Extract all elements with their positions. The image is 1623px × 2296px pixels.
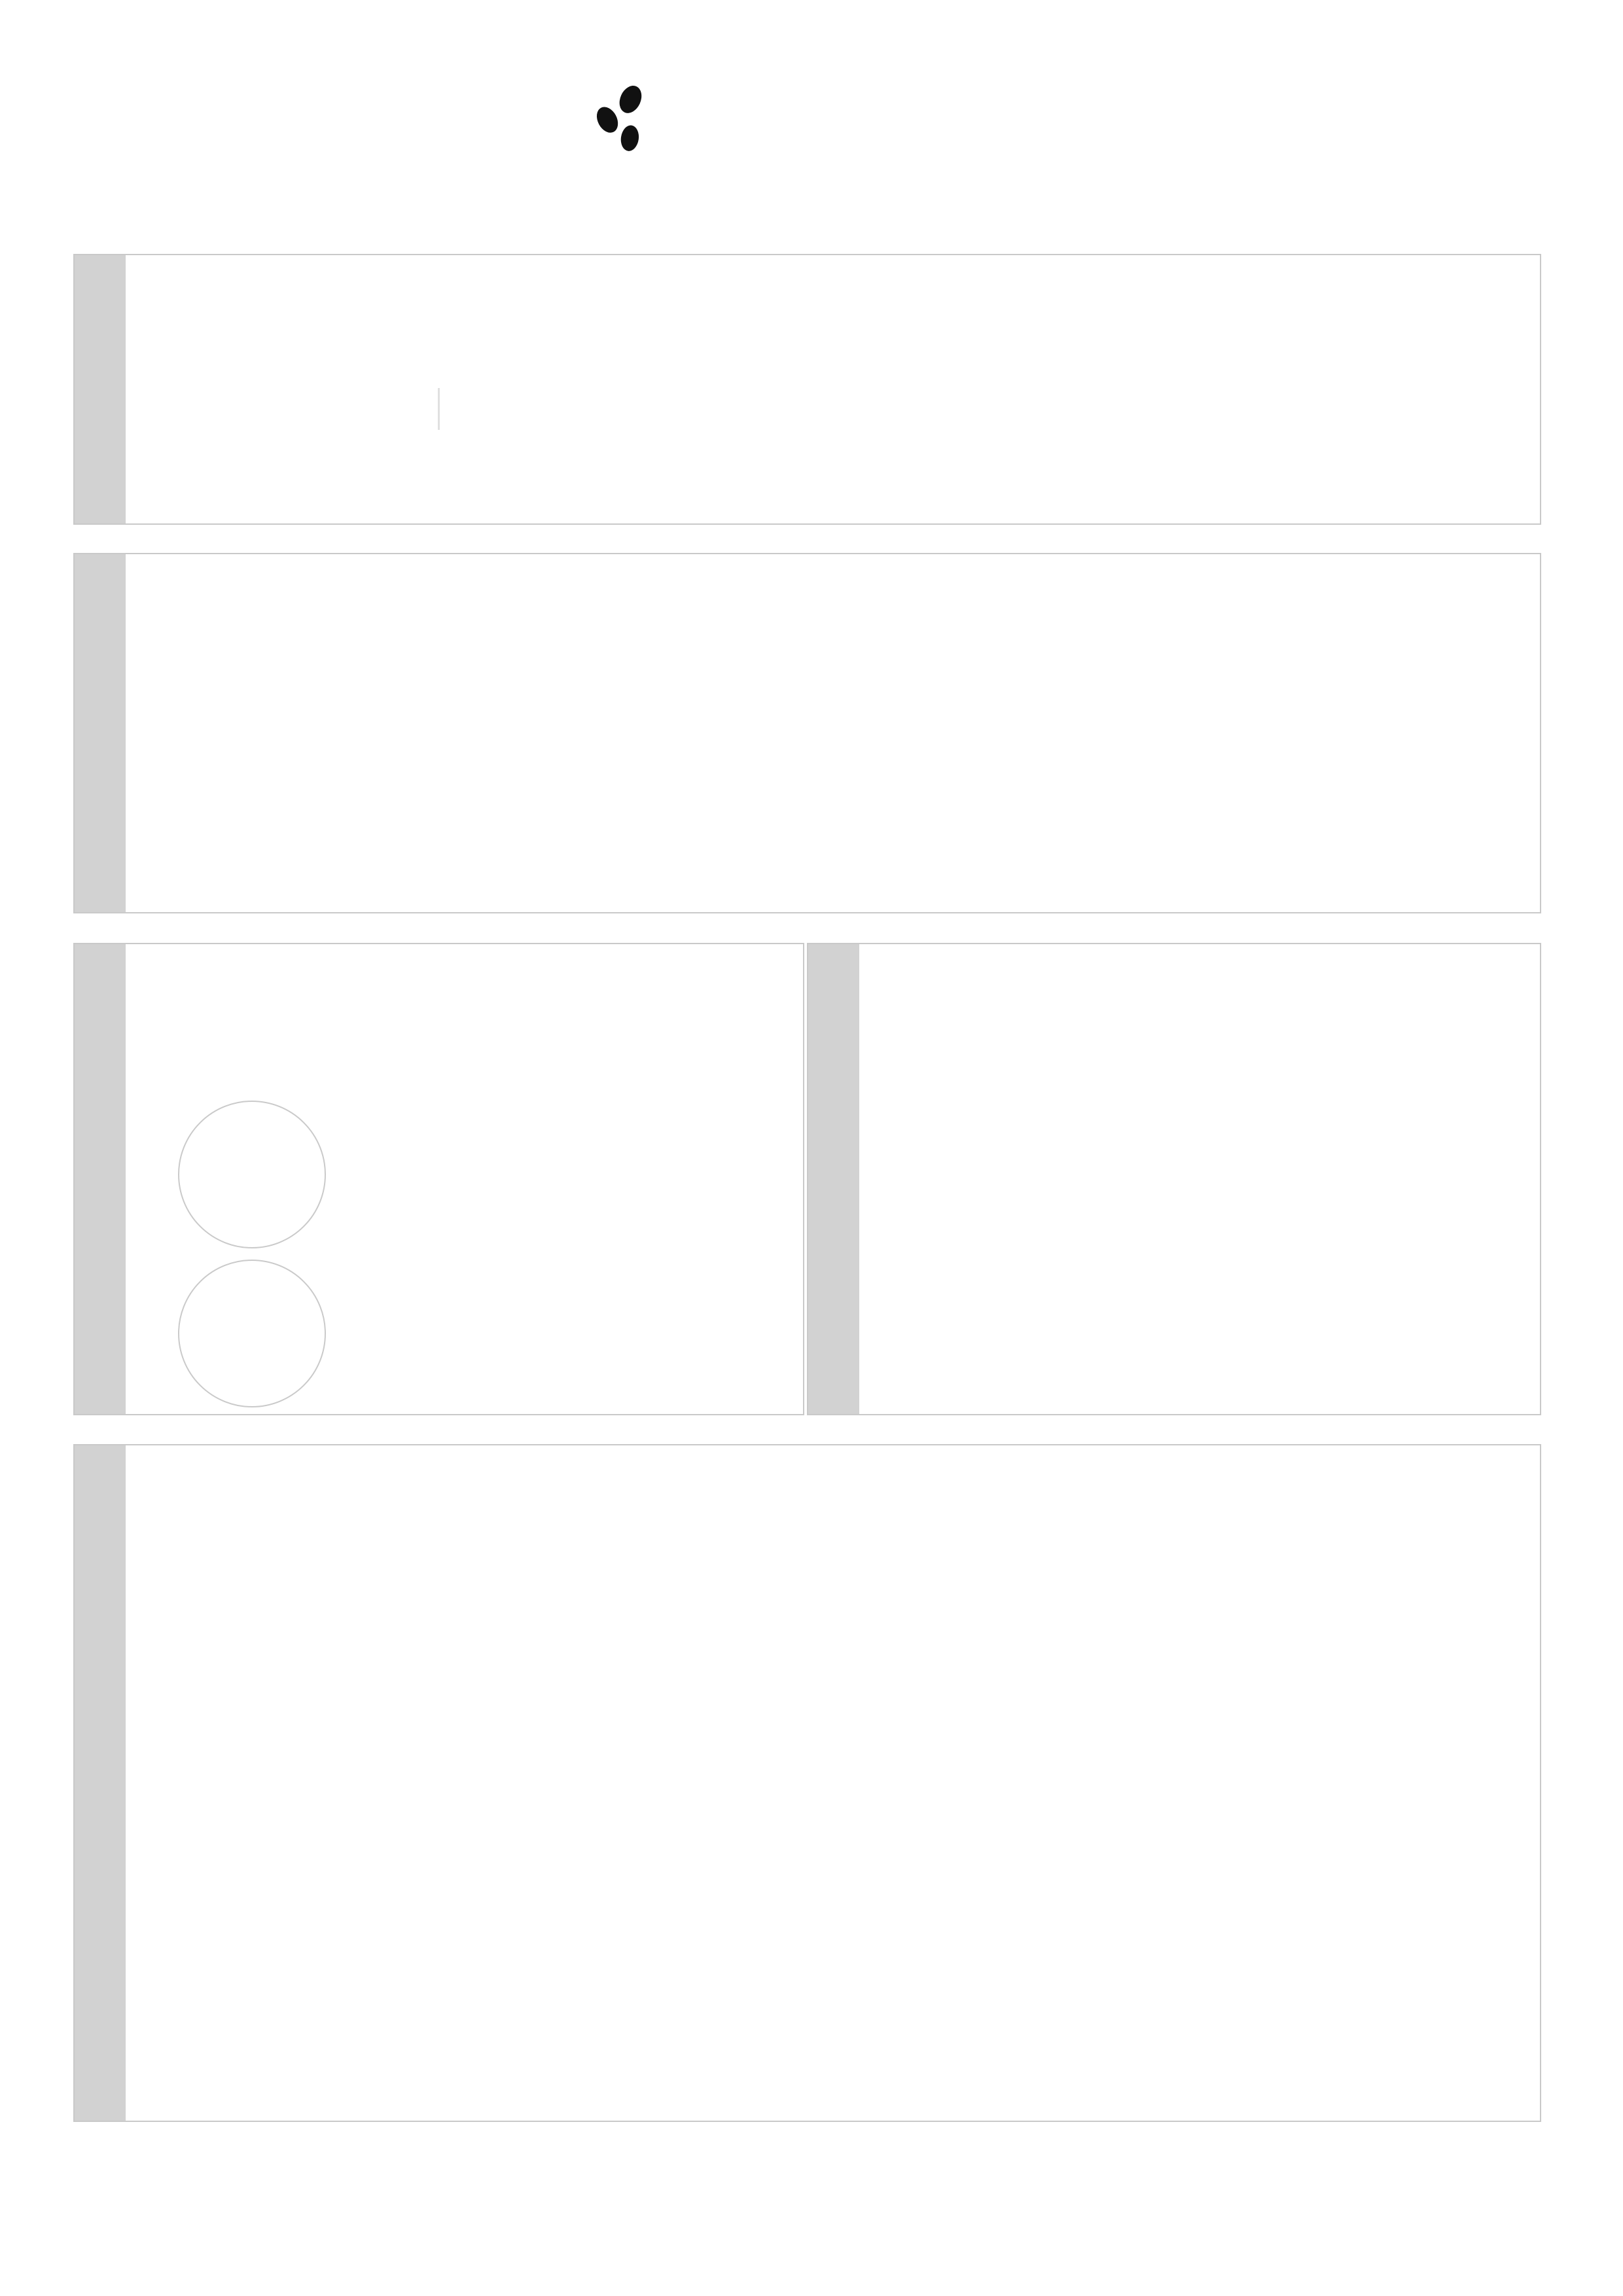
entourage-panel [807,943,1541,1415]
resin-photo [1187,649,1510,860]
moisture-placeholder-line [438,388,440,430]
lemon-image [178,1260,326,1407]
peppercorn-image [178,1101,326,1248]
stripe-yellow [73,189,1550,217]
aroma-flavor-sidebar [75,944,126,1414]
general-sidebar [75,255,126,523]
entourage-rose-chart [906,997,1535,1383]
sc-labs-dots-icon [596,85,642,151]
cannabinoids-panel [73,553,1541,913]
stripe-blue [73,157,1550,185]
lemon-illustration [179,1261,325,1406]
peppercorn-illustration [179,1102,325,1247]
qr-code [990,289,1113,412]
cannabinoid-ratio-donut [209,665,445,866]
aroma-flavor-radar [363,963,808,1381]
phytoprint-sidebar [75,1445,126,2121]
general-panel [73,254,1541,525]
entourage-sidebar [808,944,859,1414]
powered-by-block [575,79,671,157]
scale-ruler [437,449,927,484]
phytoprint-panel [73,1444,1541,2122]
stripe-lightblue [73,221,1550,249]
aroma-flavor-panel [73,943,804,1415]
cannabinoids-sidebar [75,554,126,912]
